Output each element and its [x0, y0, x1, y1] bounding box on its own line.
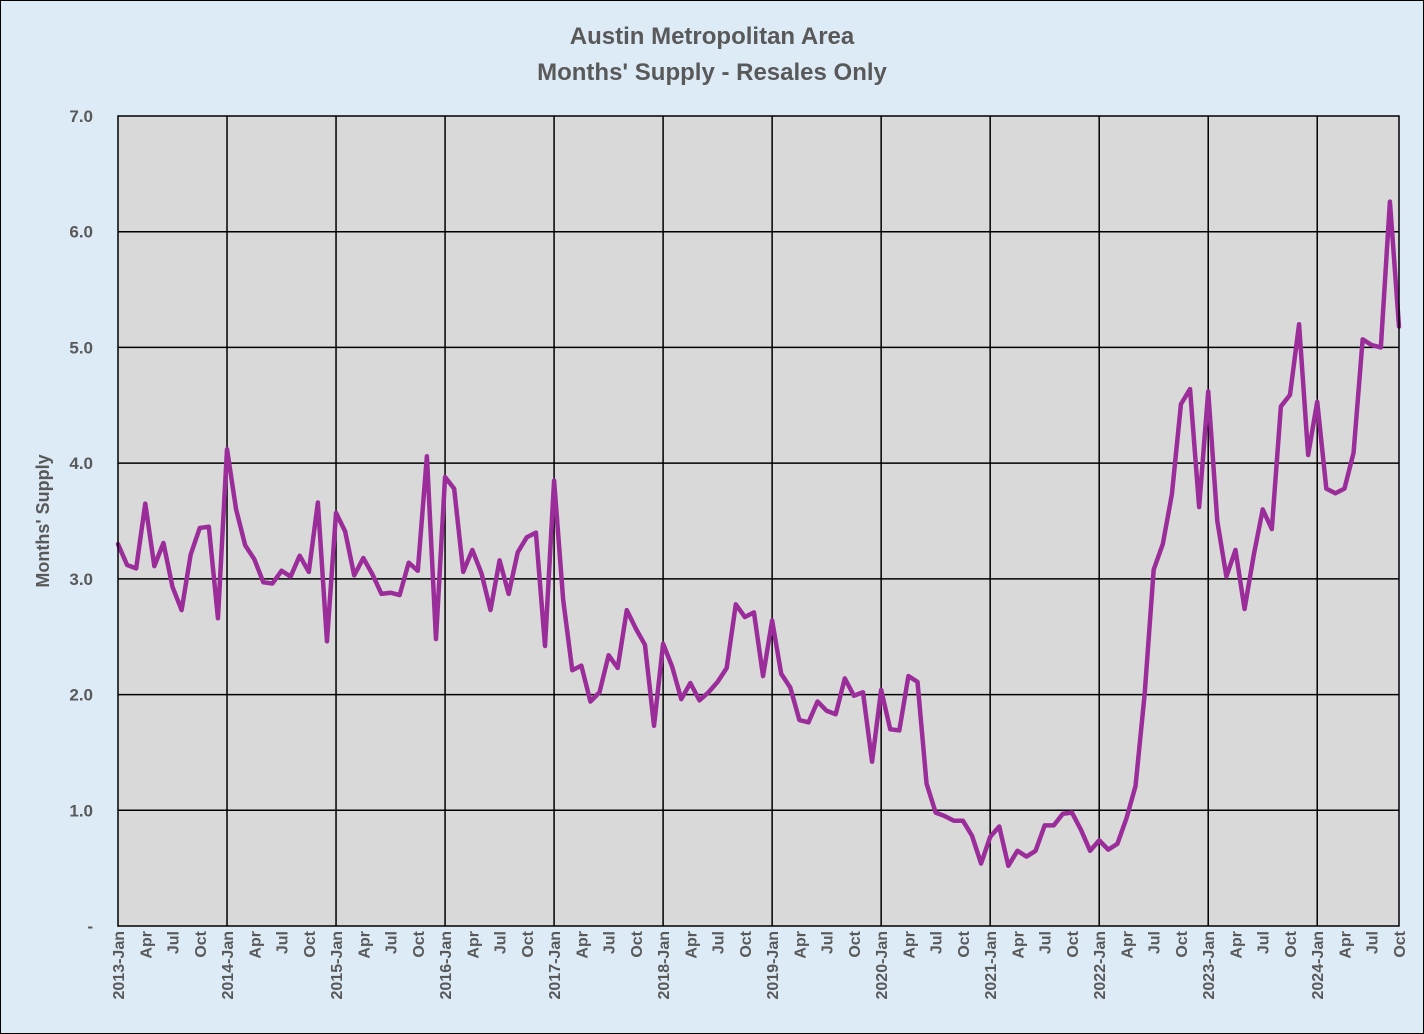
x-tick-label: Oct: [629, 930, 646, 957]
x-tick-label: Jul: [1038, 931, 1055, 954]
x-tick-label: Oct: [956, 930, 973, 957]
x-tick-label: Oct: [1283, 930, 1300, 957]
x-tick-label: 2023-Jan: [1201, 931, 1218, 1000]
x-tick-label: Jul: [1147, 931, 1164, 954]
x-axis-ticks: 2013-Jan Apr Jul Oct 2014-Jan Apr Jul Oct 2015-J…: [111, 930, 1409, 999]
chart-subtitle: Months' Supply - Resales Only: [537, 59, 887, 86]
x-tick-label: 2016-Jan: [438, 931, 455, 1000]
x-tick-label: 2015-Jan: [329, 931, 346, 1000]
x-tick-label: Oct: [1174, 930, 1191, 957]
x-tick-label: Apr: [683, 931, 700, 959]
x-tick-label: Oct: [738, 930, 755, 957]
x-tick-label: 2018-Jan: [656, 931, 673, 1000]
x-tick-label: 2022-Jan: [1092, 931, 1109, 1000]
x-tick-label: Jul: [820, 931, 837, 954]
x-tick-label: 2014-Jan: [220, 931, 237, 1000]
x-tick-label: Apr: [138, 931, 155, 959]
x-tick-label: Apr: [1337, 931, 1354, 959]
x-tick-label: Apr: [1228, 931, 1245, 959]
x-tick-label: Oct: [302, 930, 319, 957]
grid-lines: [118, 116, 1399, 926]
x-tick-label: Oct: [193, 930, 210, 957]
x-tick-label: Jul: [166, 931, 183, 954]
y-tick-label: 2.0: [69, 686, 93, 705]
y-tick-label: 5.0: [69, 338, 93, 357]
x-tick-label: 2013-Jan: [111, 931, 128, 1000]
y-tick-label: 4.0: [69, 454, 93, 473]
x-tick-label: Oct: [1392, 930, 1409, 957]
x-tick-label: 2021-Jan: [983, 931, 1000, 1000]
x-tick-label: Jul: [1256, 931, 1273, 954]
x-tick-label: Jul: [602, 931, 619, 954]
y-axis-title: Months' Supply: [33, 454, 53, 587]
x-tick-label: Apr: [247, 931, 264, 959]
x-tick-label: Apr: [792, 931, 809, 959]
x-tick-label: Jul: [1365, 931, 1382, 954]
x-tick-label: Oct: [1065, 930, 1082, 957]
x-tick-label: Jul: [275, 931, 292, 954]
x-tick-label: Jul: [929, 931, 946, 954]
chart-title: Austin Metropolitan Area: [570, 23, 855, 50]
series-line-months-supply: [115, 199, 1402, 869]
x-tick-label: Apr: [465, 931, 482, 959]
y-tick-label: -: [87, 917, 93, 936]
x-tick-label: 2024-Jan: [1310, 931, 1327, 1000]
x-tick-label: 2020-Jan: [874, 931, 891, 1000]
x-tick-label: Oct: [520, 930, 537, 957]
x-tick-label: Jul: [711, 931, 728, 954]
x-tick-label: Apr: [1010, 931, 1027, 959]
y-tick-label: 6.0: [69, 223, 93, 242]
x-tick-label: Oct: [411, 930, 428, 957]
x-tick-label: Apr: [356, 931, 373, 959]
y-axis-ticks: - 1.0 2.0 3.0 4.0 5.0 6.0 7.0: [69, 107, 93, 936]
x-tick-label: Apr: [574, 931, 591, 959]
plot-area: [118, 116, 1399, 926]
plot-border: [117, 115, 1400, 927]
x-tick-label: Jul: [493, 931, 510, 954]
x-tick-label: Jul: [384, 931, 401, 954]
x-tick-label: Oct: [847, 930, 864, 957]
x-tick-label: 2017-Jan: [547, 931, 564, 1000]
y-tick-label: 1.0: [69, 801, 93, 820]
x-tick-label: Apr: [1119, 931, 1136, 959]
y-tick-label: 3.0: [69, 570, 93, 589]
x-tick-label: 2019-Jan: [765, 931, 782, 1000]
x-tick-label: Apr: [901, 931, 918, 959]
y-tick-label: 7.0: [69, 107, 93, 126]
